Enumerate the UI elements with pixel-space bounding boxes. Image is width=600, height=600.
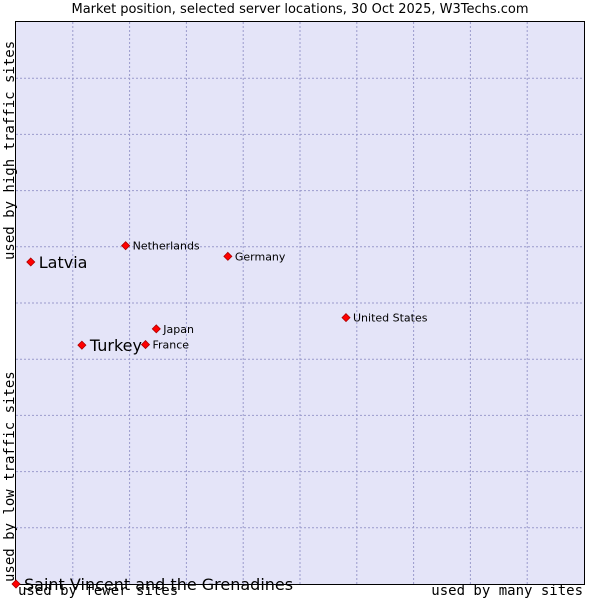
data-point-marker — [121, 241, 131, 251]
x-axis-label-right: used by many sites — [431, 583, 583, 599]
data-point-label: Latvia — [39, 253, 88, 272]
data-point-marker — [223, 251, 233, 261]
data-point-label: Japan — [162, 323, 194, 336]
data-point: Germany — [223, 250, 286, 263]
chart-title: Market position, selected server locatio… — [71, 2, 529, 17]
data-point: France — [140, 339, 190, 352]
data-point-marker — [341, 313, 351, 323]
data-point: United States — [341, 312, 428, 325]
data-point-label: United States — [353, 312, 428, 325]
data-point-label: Germany — [235, 250, 286, 263]
data-point-marker — [140, 340, 151, 350]
data-point: Turkey — [77, 336, 142, 355]
data-point-label: Saint Vincent and the Grenadines — [24, 575, 293, 594]
x-axis-label-left: used by fewer sites — [18, 583, 179, 599]
data-point: Saint Vincent and the Grenadines — [11, 575, 293, 594]
data-point-marker — [11, 579, 21, 589]
data-point: Netherlands — [121, 240, 200, 253]
data-point-marker — [77, 340, 87, 350]
data-point: Latvia — [26, 253, 88, 272]
data-point-marker — [151, 324, 161, 334]
data-point: Japan — [151, 323, 194, 336]
data-point-label: Turkey — [89, 336, 142, 355]
data-point-marker — [26, 257, 36, 267]
data-point-label: Netherlands — [133, 240, 200, 253]
data-point-label: France — [153, 339, 190, 352]
